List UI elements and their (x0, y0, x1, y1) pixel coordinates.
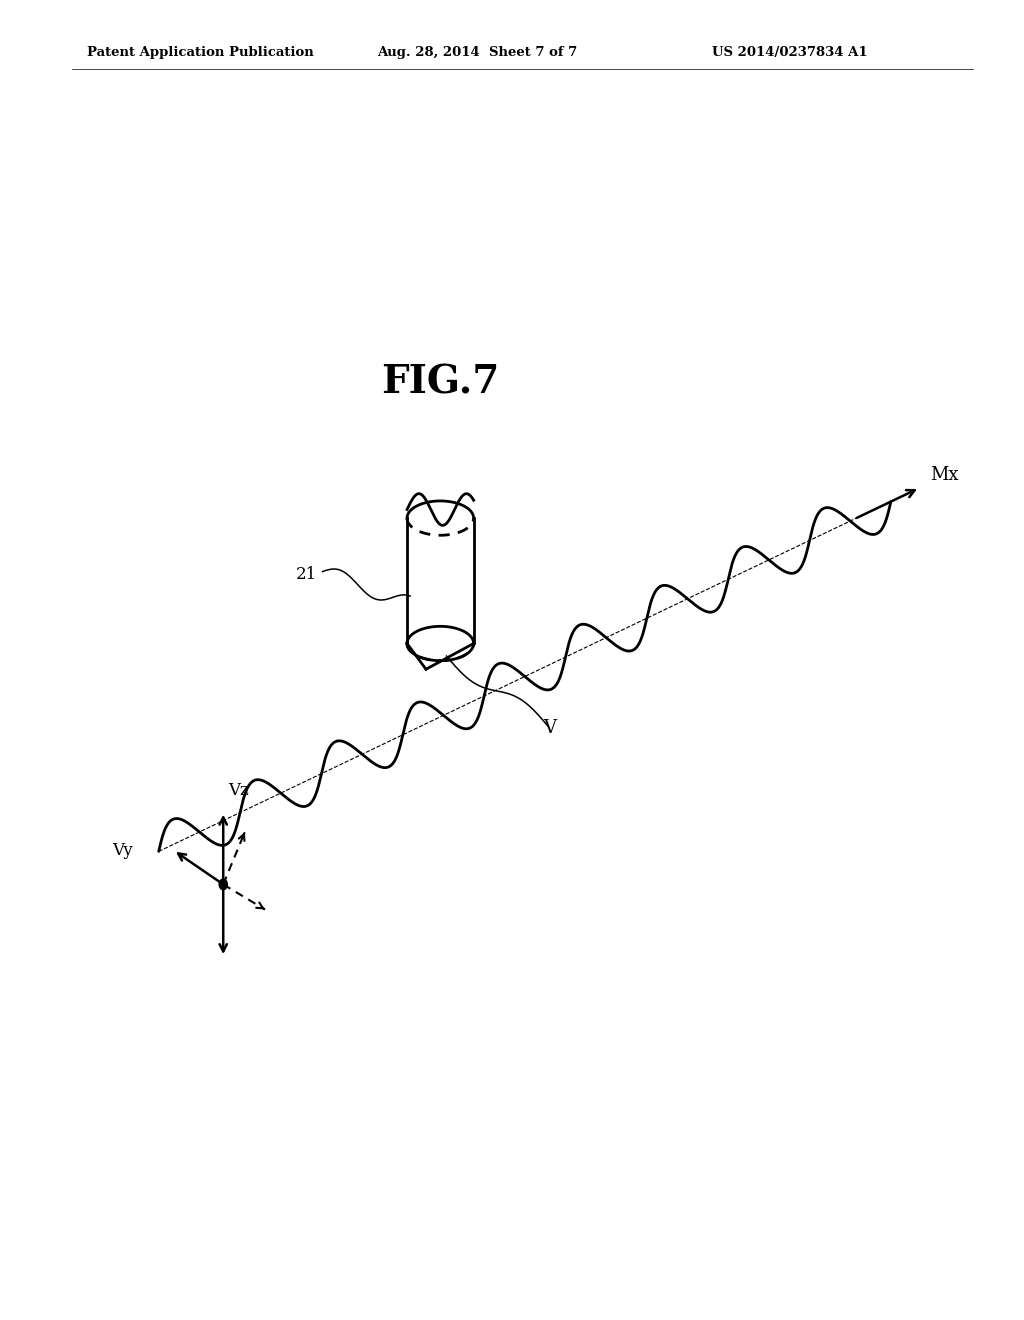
Text: Patent Application Publication: Patent Application Publication (87, 46, 313, 59)
Text: 21: 21 (296, 566, 317, 582)
Text: FIG.7: FIG.7 (381, 364, 500, 401)
Text: US 2014/0237834 A1: US 2014/0237834 A1 (712, 46, 867, 59)
Text: Vz: Vz (228, 781, 249, 799)
Text: Mx: Mx (930, 466, 958, 484)
Text: V: V (543, 719, 556, 738)
Text: Aug. 28, 2014  Sheet 7 of 7: Aug. 28, 2014 Sheet 7 of 7 (377, 46, 578, 59)
Text: Vy: Vy (112, 842, 132, 859)
Circle shape (219, 879, 227, 890)
